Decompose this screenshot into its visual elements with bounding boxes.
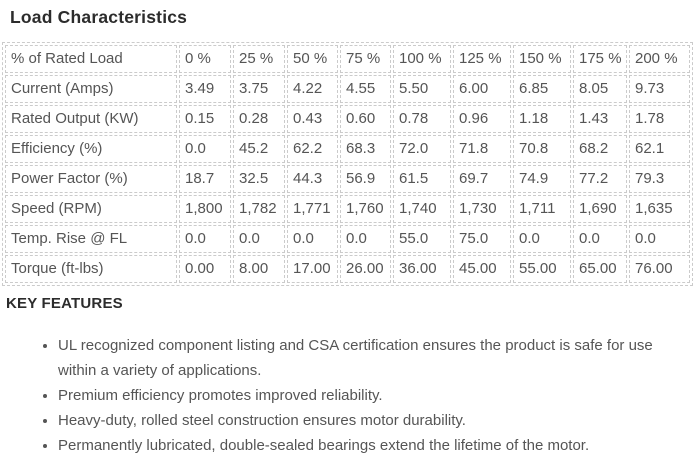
- value-cell: 1,690: [573, 195, 627, 223]
- value-cell: 65.00: [573, 255, 627, 283]
- value-cell: 79.3: [629, 165, 690, 193]
- value-cell: 25 %: [233, 45, 285, 73]
- value-cell: 44.3: [287, 165, 338, 193]
- value-cell: 8.05: [573, 75, 627, 103]
- value-cell: 175 %: [573, 45, 627, 73]
- value-cell: 1,711: [513, 195, 571, 223]
- load-characteristics-table: % of Rated Load 0 % 25 % 50 % 75 % 100 % 125 %…: [2, 42, 693, 286]
- value-cell: 76.00: [629, 255, 690, 283]
- value-cell: 8.00: [233, 255, 285, 283]
- value-cell: 1,635: [629, 195, 690, 223]
- value-cell: 0.0: [179, 135, 231, 163]
- value-cell: 1,760: [340, 195, 391, 223]
- value-cell: 68.2: [573, 135, 627, 163]
- key-features-list: UL recognized component listing and CSA …: [2, 333, 694, 458]
- row-label-cell: % of Rated Load: [5, 45, 177, 73]
- value-cell: 1,782: [233, 195, 285, 223]
- feature-item: Heavy-duty, rolled steel construction en…: [58, 408, 670, 433]
- value-cell: 75.0: [453, 225, 511, 253]
- value-cell: 62.2: [287, 135, 338, 163]
- value-cell: 5.50: [393, 75, 451, 103]
- value-cell: 125 %: [453, 45, 511, 73]
- row-label-cell: Torque (ft-lbs): [5, 255, 177, 283]
- value-cell: 1,730: [453, 195, 511, 223]
- row-label-cell: Rated Output (KW): [5, 105, 177, 133]
- value-cell: 71.8: [453, 135, 511, 163]
- feature-item: UL recognized component listing and CSA …: [58, 333, 670, 383]
- table-row: Temp. Rise @ FL 0.0 0.0 0.0 0.0 55.0 75.0 0.0 0.…: [5, 225, 690, 253]
- value-cell: 4.55: [340, 75, 391, 103]
- value-cell: 32.5: [233, 165, 285, 193]
- value-cell: 150 %: [513, 45, 571, 73]
- value-cell: 70.8: [513, 135, 571, 163]
- value-cell: 56.9: [340, 165, 391, 193]
- table-row: Current (Amps) 3.49 3.75 4.22 4.55 5.50 6.00 6.…: [5, 75, 690, 103]
- value-cell: 0.60: [340, 105, 391, 133]
- table-row: Torque (ft-lbs) 0.00 8.00 17.00 26.00 36.00 45…: [5, 255, 690, 283]
- value-cell: 100 %: [393, 45, 451, 73]
- value-cell: 45.00: [453, 255, 511, 283]
- feature-item: Premium efficiency promotes improved rel…: [58, 383, 670, 408]
- value-cell: 45.2: [233, 135, 285, 163]
- value-cell: 0 %: [179, 45, 231, 73]
- value-cell: 1,771: [287, 195, 338, 223]
- value-cell: 1,800: [179, 195, 231, 223]
- value-cell: 0.78: [393, 105, 451, 133]
- key-features-heading: KEY FEATURES: [6, 295, 123, 312]
- value-cell: 0.43: [287, 105, 338, 133]
- page-title: Load Characteristics: [10, 7, 188, 27]
- row-label-cell: Speed (RPM): [5, 195, 177, 223]
- value-cell: 0.0: [287, 225, 338, 253]
- value-cell: 36.00: [393, 255, 451, 283]
- value-cell: 0.00: [179, 255, 231, 283]
- table-row: Rated Output (KW) 0.15 0.28 0.43 0.60 0.78 0.9…: [5, 105, 690, 133]
- value-cell: 0.0: [179, 225, 231, 253]
- row-label-cell: Current (Amps): [5, 75, 177, 103]
- value-cell: 1.18: [513, 105, 571, 133]
- value-cell: 6.00: [453, 75, 511, 103]
- value-cell: 50 %: [287, 45, 338, 73]
- value-cell: 1.78: [629, 105, 690, 133]
- value-cell: 3.75: [233, 75, 285, 103]
- value-cell: 17.00: [287, 255, 338, 283]
- value-cell: 0.15: [179, 105, 231, 133]
- value-cell: 74.9: [513, 165, 571, 193]
- value-cell: 55.0: [393, 225, 451, 253]
- value-cell: 3.49: [179, 75, 231, 103]
- value-cell: 69.7: [453, 165, 511, 193]
- value-cell: 9.73: [629, 75, 690, 103]
- row-label-cell: Temp. Rise @ FL: [5, 225, 177, 253]
- value-cell: 1.43: [573, 105, 627, 133]
- value-cell: 77.2: [573, 165, 627, 193]
- value-cell: 200 %: [629, 45, 690, 73]
- value-cell: 68.3: [340, 135, 391, 163]
- value-cell: 62.1: [629, 135, 690, 163]
- table-row: % of Rated Load 0 % 25 % 50 % 75 % 100 % 125 %…: [5, 45, 690, 73]
- value-cell: 75 %: [340, 45, 391, 73]
- value-cell: 72.0: [393, 135, 451, 163]
- value-cell: 0.28: [233, 105, 285, 133]
- table-row: Power Factor (%) 18.7 32.5 44.3 56.9 61.5 69.7…: [5, 165, 690, 193]
- value-cell: 18.7: [179, 165, 231, 193]
- value-cell: 61.5: [393, 165, 451, 193]
- value-cell: 0.0: [513, 225, 571, 253]
- value-cell: 4.22: [287, 75, 338, 103]
- table-row: Efficiency (%) 0.0 45.2 62.2 68.3 72.0 71.8 70.…: [5, 135, 690, 163]
- value-cell: 1,740: [393, 195, 451, 223]
- table-row: Speed (RPM) 1,800 1,782 1,771 1,760 1,740 1,73…: [5, 195, 690, 223]
- value-cell: 0.0: [629, 225, 690, 253]
- value-cell: 55.00: [513, 255, 571, 283]
- feature-item: Permanently lubricated, double-sealed be…: [58, 433, 670, 458]
- value-cell: 0.0: [573, 225, 627, 253]
- value-cell: 0.0: [233, 225, 285, 253]
- value-cell: 0.0: [340, 225, 391, 253]
- row-label-cell: Efficiency (%): [5, 135, 177, 163]
- value-cell: 6.85: [513, 75, 571, 103]
- value-cell: 26.00: [340, 255, 391, 283]
- load-characteristics-table-body: % of Rated Load 0 % 25 % 50 % 75 % 100 % 125 %…: [5, 45, 690, 283]
- value-cell: 0.96: [453, 105, 511, 133]
- row-label-cell: Power Factor (%): [5, 165, 177, 193]
